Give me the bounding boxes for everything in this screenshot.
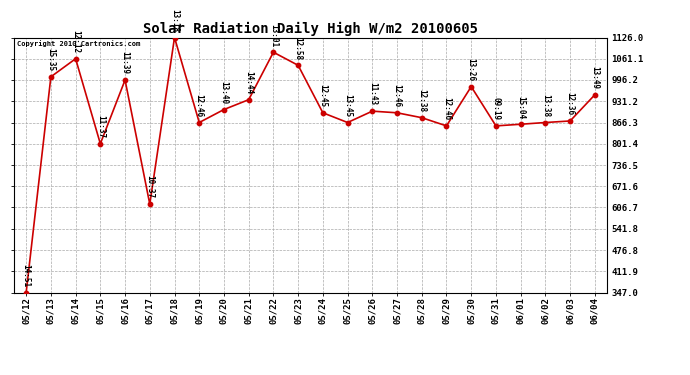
Text: 13:40: 13:40 xyxy=(219,81,228,104)
Point xyxy=(243,97,254,103)
Title: Solar Radiation Daily High W/m2 20100605: Solar Radiation Daily High W/m2 20100605 xyxy=(143,22,478,36)
Point xyxy=(342,120,353,126)
Point xyxy=(46,74,57,80)
Point xyxy=(169,34,180,40)
Point xyxy=(317,110,328,116)
Text: 12:46: 12:46 xyxy=(393,84,402,107)
Text: 13:26: 13:26 xyxy=(466,58,475,81)
Point xyxy=(416,115,427,121)
Point xyxy=(95,141,106,147)
Text: 13:38: 13:38 xyxy=(541,94,550,117)
Text: 11:43: 11:43 xyxy=(368,82,377,106)
Point xyxy=(540,120,551,126)
Text: 14:44: 14:44 xyxy=(244,71,253,94)
Text: 10:37: 10:37 xyxy=(146,176,155,198)
Text: 12:12: 12:12 xyxy=(71,30,80,53)
Point xyxy=(589,92,600,98)
Text: Copyright 2010 Cartronics.com: Copyright 2010 Cartronics.com xyxy=(17,40,140,47)
Text: 15:04: 15:04 xyxy=(516,96,525,119)
Point xyxy=(144,201,155,207)
Point xyxy=(21,290,32,296)
Text: 12:36: 12:36 xyxy=(566,92,575,116)
Point xyxy=(119,77,130,83)
Point xyxy=(564,118,575,124)
Text: 12:45: 12:45 xyxy=(318,84,327,107)
Point xyxy=(391,110,402,116)
Text: 13:49: 13:49 xyxy=(591,66,600,89)
Point xyxy=(70,56,81,62)
Text: 13:18: 13:18 xyxy=(170,9,179,32)
Text: 15:35: 15:35 xyxy=(46,48,55,71)
Text: 14:51: 14:51 xyxy=(21,264,30,287)
Text: 12:38: 12:38 xyxy=(417,89,426,112)
Point xyxy=(515,121,526,127)
Point xyxy=(194,120,205,126)
Text: 09:19: 09:19 xyxy=(491,97,500,120)
Text: 12:46: 12:46 xyxy=(195,94,204,117)
Point xyxy=(367,108,378,114)
Text: 12:46: 12:46 xyxy=(442,97,451,120)
Point xyxy=(491,123,502,129)
Point xyxy=(441,123,452,129)
Text: 13:01: 13:01 xyxy=(269,24,278,46)
Text: 11:37: 11:37 xyxy=(96,115,105,138)
Text: 13:45: 13:45 xyxy=(343,94,352,117)
Point xyxy=(219,106,230,112)
Text: 12:58: 12:58 xyxy=(294,37,303,60)
Point xyxy=(268,49,279,55)
Point xyxy=(466,84,477,90)
Text: 11:39: 11:39 xyxy=(121,51,130,74)
Point xyxy=(293,62,304,68)
